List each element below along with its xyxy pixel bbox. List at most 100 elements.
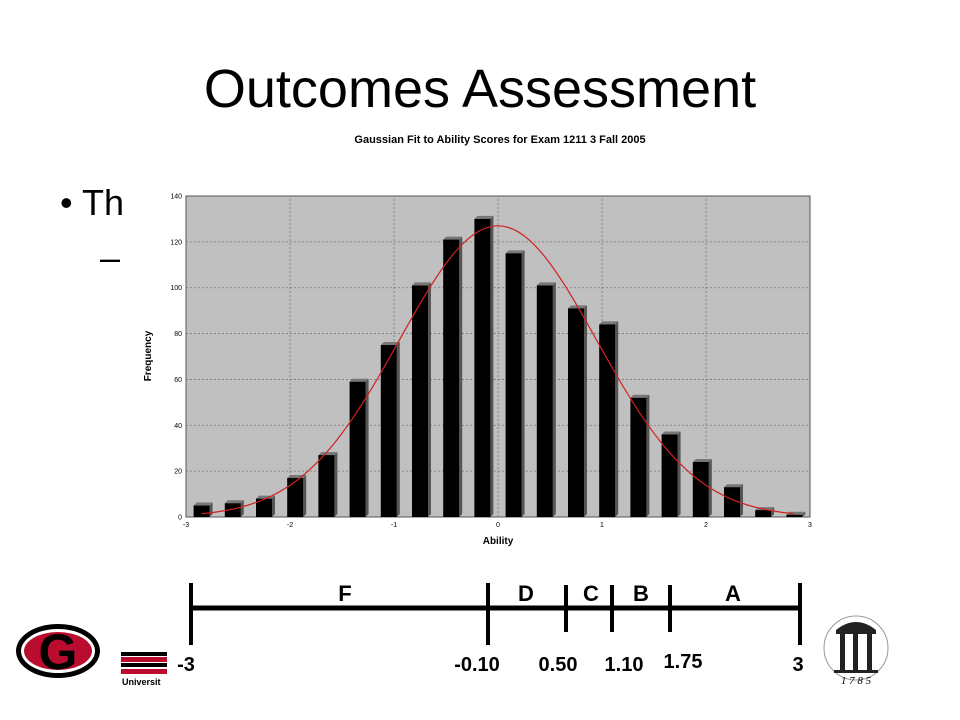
bar-top <box>630 394 650 398</box>
x-tick-label: 1 <box>600 522 604 529</box>
bar-top <box>318 452 338 456</box>
chart-title: Gaussian Fit to Ability Scores for Exam … <box>354 134 645 146</box>
bar-top <box>224 500 244 504</box>
bar <box>193 505 210 517</box>
bar-side <box>740 484 743 517</box>
bar-side <box>240 500 244 517</box>
bars <box>193 215 806 518</box>
university-label: Universit <box>122 677 161 687</box>
x-axis-label: Ability <box>483 536 514 547</box>
y-tick-label: 120 <box>170 239 182 246</box>
bar <box>692 461 709 517</box>
bar <box>380 345 397 517</box>
bar-side <box>552 282 556 517</box>
bar-side <box>272 495 275 517</box>
grade-letter: B <box>633 581 649 606</box>
bar-side <box>459 236 463 518</box>
bar <box>505 253 522 518</box>
y-axis-label: Frequency <box>143 330 154 381</box>
bar-side <box>396 342 400 517</box>
x-tick-label: -2 <box>287 522 293 529</box>
bar <box>443 239 460 518</box>
bar <box>568 308 584 517</box>
bar-side <box>615 321 619 517</box>
x-ticks: -3 -2 -1 0 1 2 3 <box>183 522 812 529</box>
bar-side <box>646 394 650 517</box>
y-ticks: 0 20 40 60 80 100 120 140 <box>170 194 182 522</box>
bar-top <box>349 378 369 382</box>
bar <box>724 487 740 517</box>
grade-letter: C <box>583 581 599 606</box>
bar-top <box>724 484 743 488</box>
university-stripes <box>121 652 167 674</box>
bar <box>474 218 491 517</box>
bar <box>630 397 647 517</box>
g-logo: G <box>16 624 100 680</box>
grade-cutoff: -0.10 <box>454 654 500 676</box>
x-tick-label: 3 <box>808 522 812 529</box>
bar <box>599 324 616 517</box>
arch-icon: 1 7 8 5 <box>823 615 889 687</box>
sub-bullet-dash: – <box>100 237 121 278</box>
x-tick-label: 0 <box>496 522 500 529</box>
arch-year: 1 7 8 5 <box>841 675 872 687</box>
bar-top <box>474 215 494 219</box>
bar <box>536 285 553 517</box>
bar-top <box>661 431 681 435</box>
grade-cutoff: 1.10 <box>605 654 644 676</box>
logo-letter: G <box>39 624 78 680</box>
bar <box>661 434 678 517</box>
y-tick-label: 20 <box>174 469 182 476</box>
grade-letter: D <box>518 581 534 606</box>
grade-letter: A <box>725 581 741 606</box>
bar-top <box>692 458 712 462</box>
grade-scale-ticks <box>189 583 802 645</box>
grade-cutoff: 3 <box>792 654 803 676</box>
grade-scale-cutoffs: -3 -0.10 0.50 1.10 1.75 3 <box>177 651 803 676</box>
grade-cutoff: 1.75 <box>664 651 703 673</box>
bar-side <box>677 431 681 517</box>
bar-side <box>521 250 525 518</box>
grade-cutoff: -3 <box>177 654 195 676</box>
x-tick-label: 2 <box>704 522 708 529</box>
bar-side <box>584 305 587 517</box>
bar-top <box>412 282 431 286</box>
bar <box>318 455 335 517</box>
y-tick-label: 0 <box>178 515 182 522</box>
y-tick-label: 100 <box>170 285 182 292</box>
bar-side <box>428 282 431 517</box>
bar <box>349 381 366 517</box>
bar-side <box>365 378 369 517</box>
x-tick-label: -1 <box>391 522 397 529</box>
grade-cutoff: 0.50 <box>539 654 578 676</box>
bar-side <box>303 475 307 517</box>
bar-side <box>490 215 494 517</box>
gaussian-fit-line <box>201 225 795 515</box>
grade-scale: F D C B A -3 -0.10 0.50 1.10 1.75 3 <box>177 581 803 676</box>
y-tick-label: 60 <box>174 377 182 384</box>
y-tick-label: 40 <box>174 423 182 430</box>
bullet-text: • Th <box>60 182 124 223</box>
bar <box>224 503 241 517</box>
bar-top <box>380 342 400 346</box>
x-tick-label: -3 <box>183 522 189 529</box>
bar-top <box>443 236 463 240</box>
grade-letter: F <box>338 581 351 606</box>
bar-top <box>599 321 619 325</box>
bar-side <box>802 511 806 517</box>
bar-side <box>334 452 338 517</box>
y-tick-label: 140 <box>170 194 182 201</box>
slide-title: Outcomes Assessment <box>203 59 757 119</box>
bar <box>287 478 304 517</box>
bar-top <box>505 250 525 254</box>
bullet-label: Th <box>81 182 124 223</box>
bar <box>755 510 772 517</box>
bar <box>256 498 272 517</box>
y-tick-label: 80 <box>174 331 182 338</box>
bar-top <box>536 282 556 286</box>
bar-side <box>771 507 775 517</box>
bar-top <box>193 502 213 506</box>
bar <box>412 285 428 517</box>
